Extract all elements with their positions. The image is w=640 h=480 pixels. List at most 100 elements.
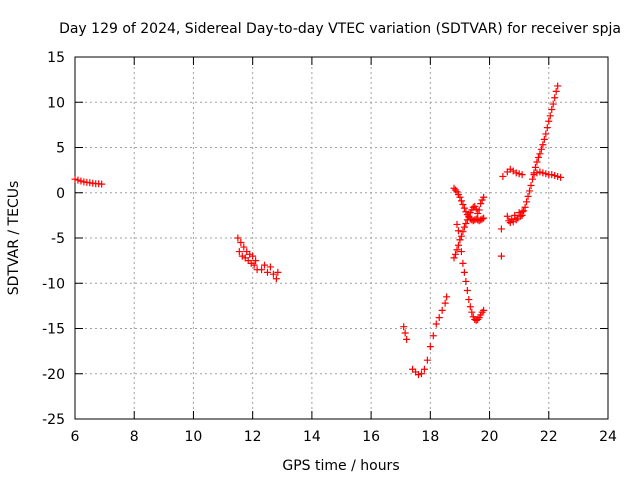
data-point: [456, 236, 464, 244]
data-point: [557, 173, 565, 181]
data-point: [274, 268, 282, 276]
data-point: [475, 206, 483, 214]
data-point: [452, 250, 460, 258]
data-point: [468, 308, 476, 316]
data-point: [252, 257, 260, 265]
data-point: [531, 163, 539, 171]
data-point: [429, 332, 437, 340]
data-point: [453, 246, 461, 254]
data-point: [518, 171, 526, 179]
data-point: [460, 268, 468, 276]
data-point: [512, 169, 520, 177]
y-tick-label: -5: [51, 231, 65, 247]
data-point: [533, 158, 541, 166]
data-point: [551, 172, 559, 180]
data-point: [459, 228, 467, 236]
data-point: [454, 241, 462, 249]
data-point: [435, 314, 443, 322]
data-point: [240, 243, 248, 251]
data-point: [450, 254, 458, 262]
data-point: [497, 252, 505, 260]
data-point: [459, 201, 467, 209]
data-point: [517, 212, 525, 220]
data-point: [453, 220, 461, 228]
data-point: [420, 365, 428, 373]
data-point: [546, 112, 554, 120]
data-point: [542, 170, 550, 178]
data-point: [454, 227, 462, 235]
data-point: [549, 100, 557, 108]
data-point: [499, 172, 507, 180]
data-point: [515, 170, 523, 178]
y-tick-label: 0: [56, 186, 65, 202]
data-point: [472, 205, 480, 213]
data-point: [266, 263, 274, 271]
data-point: [533, 169, 541, 177]
data-point: [98, 180, 106, 188]
data-point: [457, 197, 465, 205]
data-point: [524, 192, 532, 200]
data-point: [537, 145, 545, 153]
y-tick-label: 5: [56, 141, 65, 157]
data-point: [497, 225, 505, 233]
data-point: [443, 293, 451, 301]
data-point: [539, 169, 547, 177]
data-point: [234, 234, 242, 242]
data-point: [403, 335, 411, 343]
x-tick-label: 22: [540, 429, 558, 445]
data-point: [506, 219, 514, 227]
data-point: [545, 117, 553, 125]
data-point: [235, 248, 243, 256]
data-point: [272, 275, 280, 283]
data-point: [527, 182, 535, 190]
data-point: [540, 135, 548, 143]
data-point: [536, 168, 544, 176]
data-point: [426, 343, 434, 351]
data-point: [534, 153, 542, 161]
data-point: [543, 124, 551, 132]
data-point: [423, 356, 431, 364]
data-point: [552, 87, 560, 95]
data-point: [237, 239, 245, 247]
data-point: [551, 94, 559, 102]
x-tick-labels: 6 8 10 12 14 16 18 20 22 24: [71, 429, 617, 445]
data-point: [457, 248, 465, 256]
x-tick-label: 10: [185, 429, 203, 445]
data-point: [74, 176, 82, 184]
data-point: [77, 177, 85, 185]
y-tick-label: -10: [42, 276, 65, 292]
x-tick-label: 8: [130, 429, 139, 445]
data-point: [480, 193, 488, 201]
data-point: [432, 320, 440, 328]
y-axis-label: SDTVAR / TECUs: [6, 181, 22, 296]
data-point: [414, 371, 422, 379]
y-tick-label: -15: [42, 322, 65, 338]
data-point: [554, 82, 562, 90]
y-tick-label: 15: [47, 50, 65, 66]
data-point: [536, 150, 544, 158]
data-point: [554, 172, 562, 180]
data-point: [548, 171, 556, 179]
y-tick-label: 10: [47, 95, 65, 111]
x-tick-label: 20: [481, 429, 499, 445]
plot-frame: [74, 56, 609, 420]
data-point: [523, 198, 531, 206]
data-point: [526, 187, 534, 195]
data-point: [503, 212, 511, 220]
data-point: [462, 220, 470, 228]
data-point: [441, 299, 449, 307]
data-point: [250, 261, 258, 269]
data-point: [520, 207, 528, 215]
data-point: [477, 200, 485, 208]
data-point: [478, 215, 486, 223]
data-point: [480, 306, 488, 314]
data-point: [518, 211, 526, 219]
data-point: [401, 329, 409, 337]
data-point: [462, 277, 470, 285]
data-point: [528, 175, 536, 183]
data-point: [474, 210, 482, 218]
data-point: [263, 268, 271, 276]
data-point: [539, 141, 547, 149]
data-point: [261, 261, 269, 269]
